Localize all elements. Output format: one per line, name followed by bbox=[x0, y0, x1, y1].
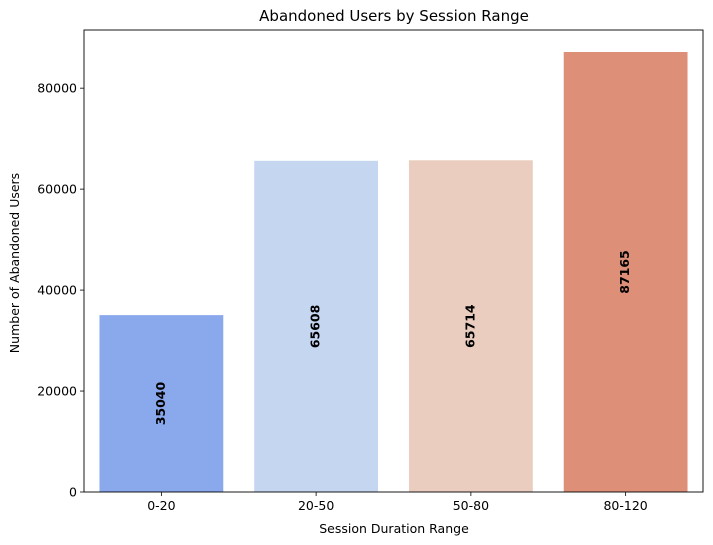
bar-value-label: 87165 bbox=[617, 250, 632, 294]
y-tick-label: 80000 bbox=[37, 81, 77, 96]
y-tick-label: 40000 bbox=[37, 283, 77, 298]
x-tick-label: 20-50 bbox=[298, 498, 334, 513]
bar-value-label: 65608 bbox=[308, 305, 323, 349]
bar-20-50 bbox=[254, 160, 379, 492]
x-tick-label: 50-80 bbox=[453, 498, 489, 513]
y-tick-label: 20000 bbox=[37, 384, 77, 399]
x-ticks-layer: 0-20 20-50 50-80 80-120 bbox=[147, 492, 648, 513]
data-labels-layer: 35040 65608 65714 87165 bbox=[153, 250, 632, 425]
x-tick-label: 0-20 bbox=[147, 498, 175, 513]
y-axis-label: Number of Abandoned Users bbox=[7, 173, 22, 353]
bar-0-20 bbox=[99, 315, 224, 492]
chart-title: Abandoned Users by Session Range bbox=[259, 7, 529, 25]
plot-frame bbox=[83, 29, 704, 493]
bar-50-80 bbox=[408, 160, 533, 493]
y-tick-label: 60000 bbox=[37, 182, 77, 197]
y-tick-label: 0 bbox=[69, 485, 77, 500]
bar-value-label: 65714 bbox=[462, 304, 477, 348]
x-tick-label: 80-120 bbox=[603, 498, 647, 513]
y-ticks-layer: 0 20000 40000 60000 80000 bbox=[37, 81, 84, 500]
x-axis-label: Session Duration Range bbox=[319, 521, 469, 536]
bars-layer bbox=[99, 52, 688, 493]
bar-80-120 bbox=[563, 52, 688, 493]
bar-value-label: 35040 bbox=[153, 382, 168, 426]
